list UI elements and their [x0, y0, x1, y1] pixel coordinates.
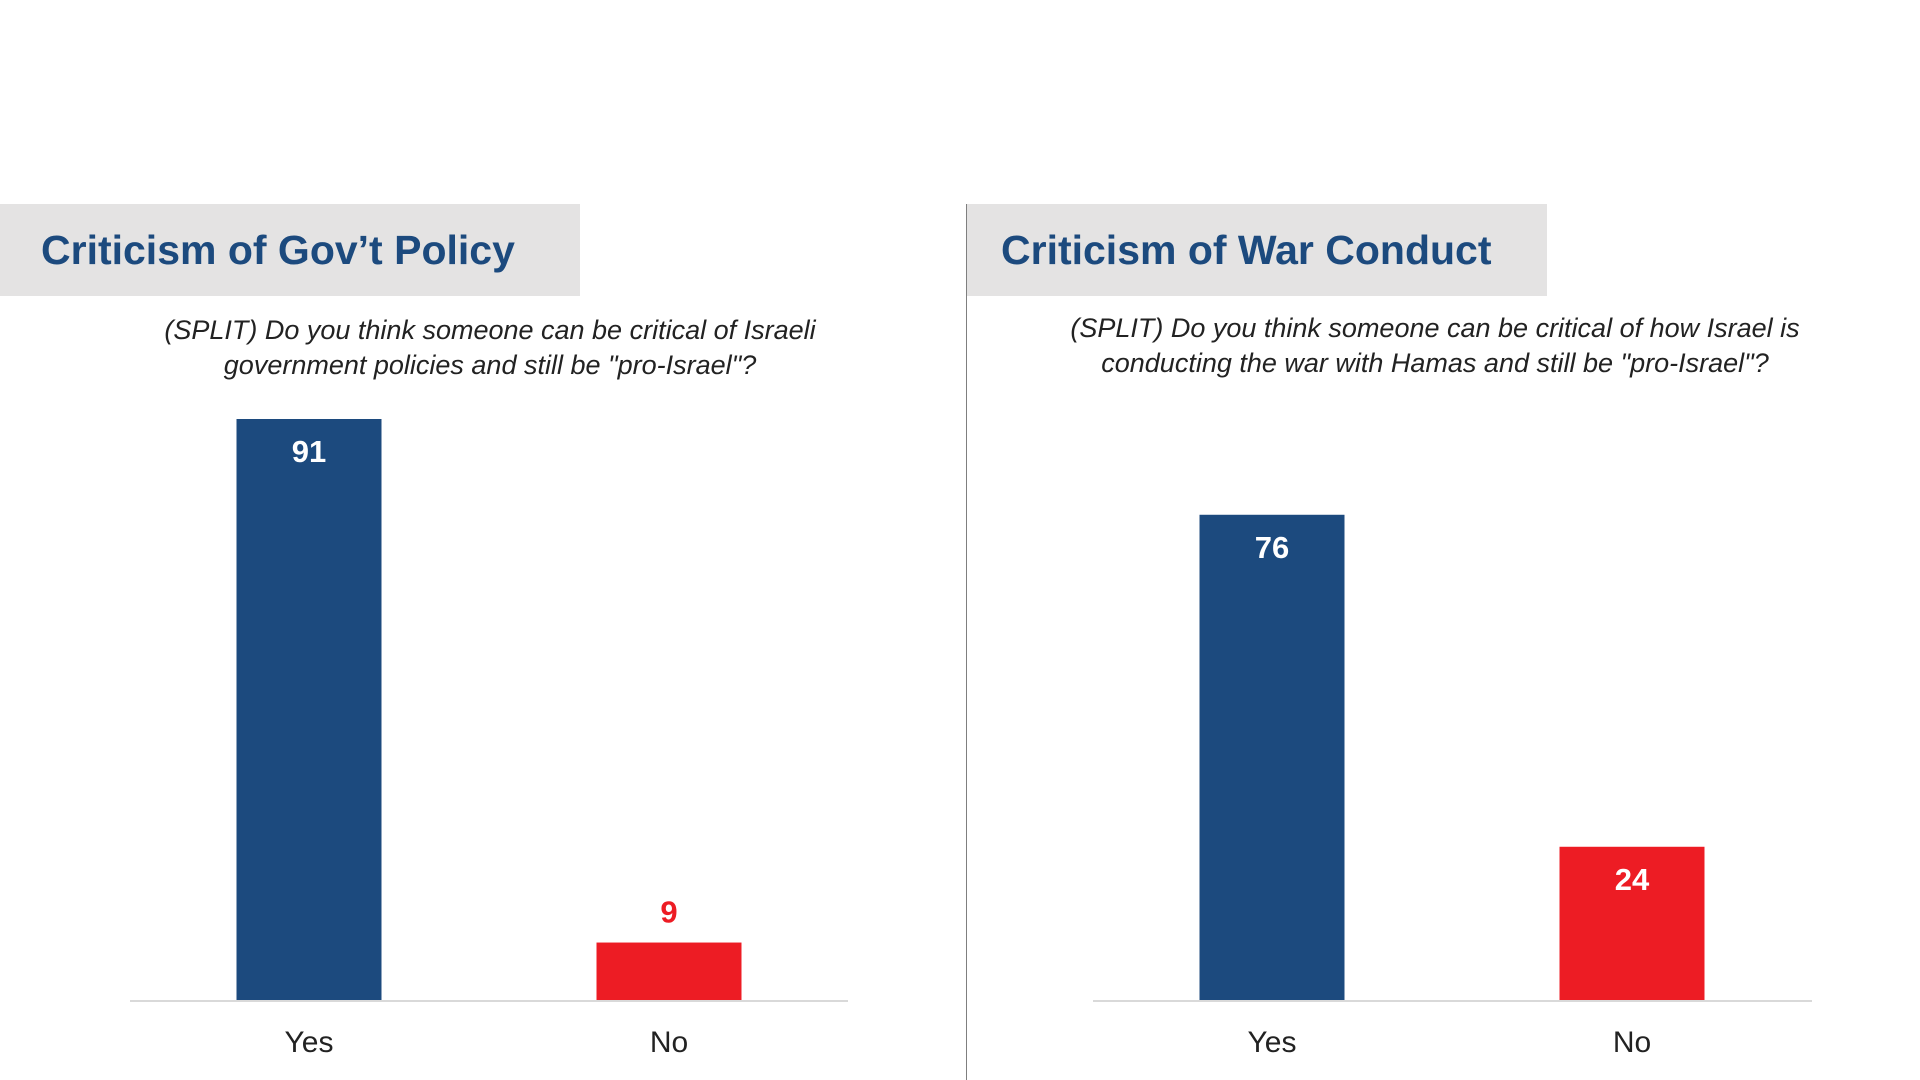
bar-chart-gov-policy: 91 Yes 9 No [130, 419, 848, 1059]
question-line-2: conducting the war with Hamas and still … [1101, 348, 1769, 378]
question-line-1: (SPLIT) Do you think someone can be crit… [164, 315, 816, 345]
category-label-no: No [650, 1026, 688, 1059]
question-line-2: government policies and still be "pro-Is… [223, 350, 757, 380]
bar-chart-war-conduct: 76 Yes 24 No [1093, 514, 1812, 1059]
bar-no [596, 942, 742, 1000]
panel-divider [966, 204, 967, 1080]
bar-yes [236, 419, 382, 1000]
data-label-yes: 91 [292, 434, 326, 469]
question-line-1: (SPLIT) Do you think someone can be crit… [1070, 313, 1800, 343]
panel-war-conduct: Criticism of War Conduct (SPLIT) Do you … [967, 0, 1920, 1080]
data-label-yes: 76 [1255, 530, 1289, 565]
panel-gov-policy: Criticism of Gov’t Policy (SPLIT) Do you… [0, 204, 870, 1059]
bar-no [1559, 846, 1705, 1000]
title-box-war-conduct: Criticism of War Conduct [967, 204, 1547, 296]
panel-title-war-conduct: Criticism of War Conduct [1001, 227, 1492, 273]
data-label-no: 24 [1615, 862, 1650, 897]
panel-title-gov-policy: Criticism of Gov’t Policy [41, 227, 515, 273]
bar-yes [1199, 514, 1345, 1000]
question-war-conduct: (SPLIT) Do you think someone can be crit… [1015, 311, 1855, 381]
category-label-yes: Yes [285, 1026, 334, 1059]
data-label-no: 9 [660, 895, 677, 930]
title-box-gov-policy: Criticism of Gov’t Policy [0, 204, 580, 296]
category-label-no: No [1613, 1026, 1651, 1059]
category-label-yes: Yes [1248, 1026, 1297, 1059]
question-gov-policy: (SPLIT) Do you think someone can be crit… [110, 313, 870, 383]
